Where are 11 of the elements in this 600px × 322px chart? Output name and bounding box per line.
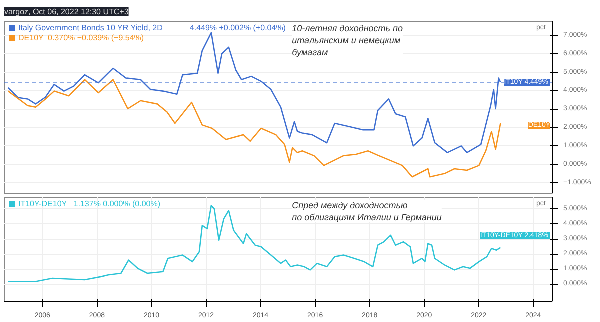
legend-label: DE10Y — [18, 34, 45, 42]
legend-label: Italy Government Bonds 10 YR Yield, 2D — [18, 24, 164, 32]
annotation: 0.370% −0.039% (−9.54%) — [48, 34, 144, 42]
line-series — [8, 32, 502, 154]
annotation: 4.449% +0.002% (+0.04%) — [190, 24, 286, 32]
annotation: 1.137% 0.000% (0.00%) — [74, 200, 161, 208]
chart-title: vargoz, Oct 06, 2022 12:30 UTC+3 — [4, 8, 130, 16]
annotation: Спред между доходностью по облигациям Италии и Германии — [292, 200, 442, 222]
legend-label: IT10Y-DE10Y — [18, 200, 68, 208]
line-series — [8, 79, 502, 178]
annotation: 10-летняя доходность по итальянским и немецким бумагам — [292, 24, 404, 58]
